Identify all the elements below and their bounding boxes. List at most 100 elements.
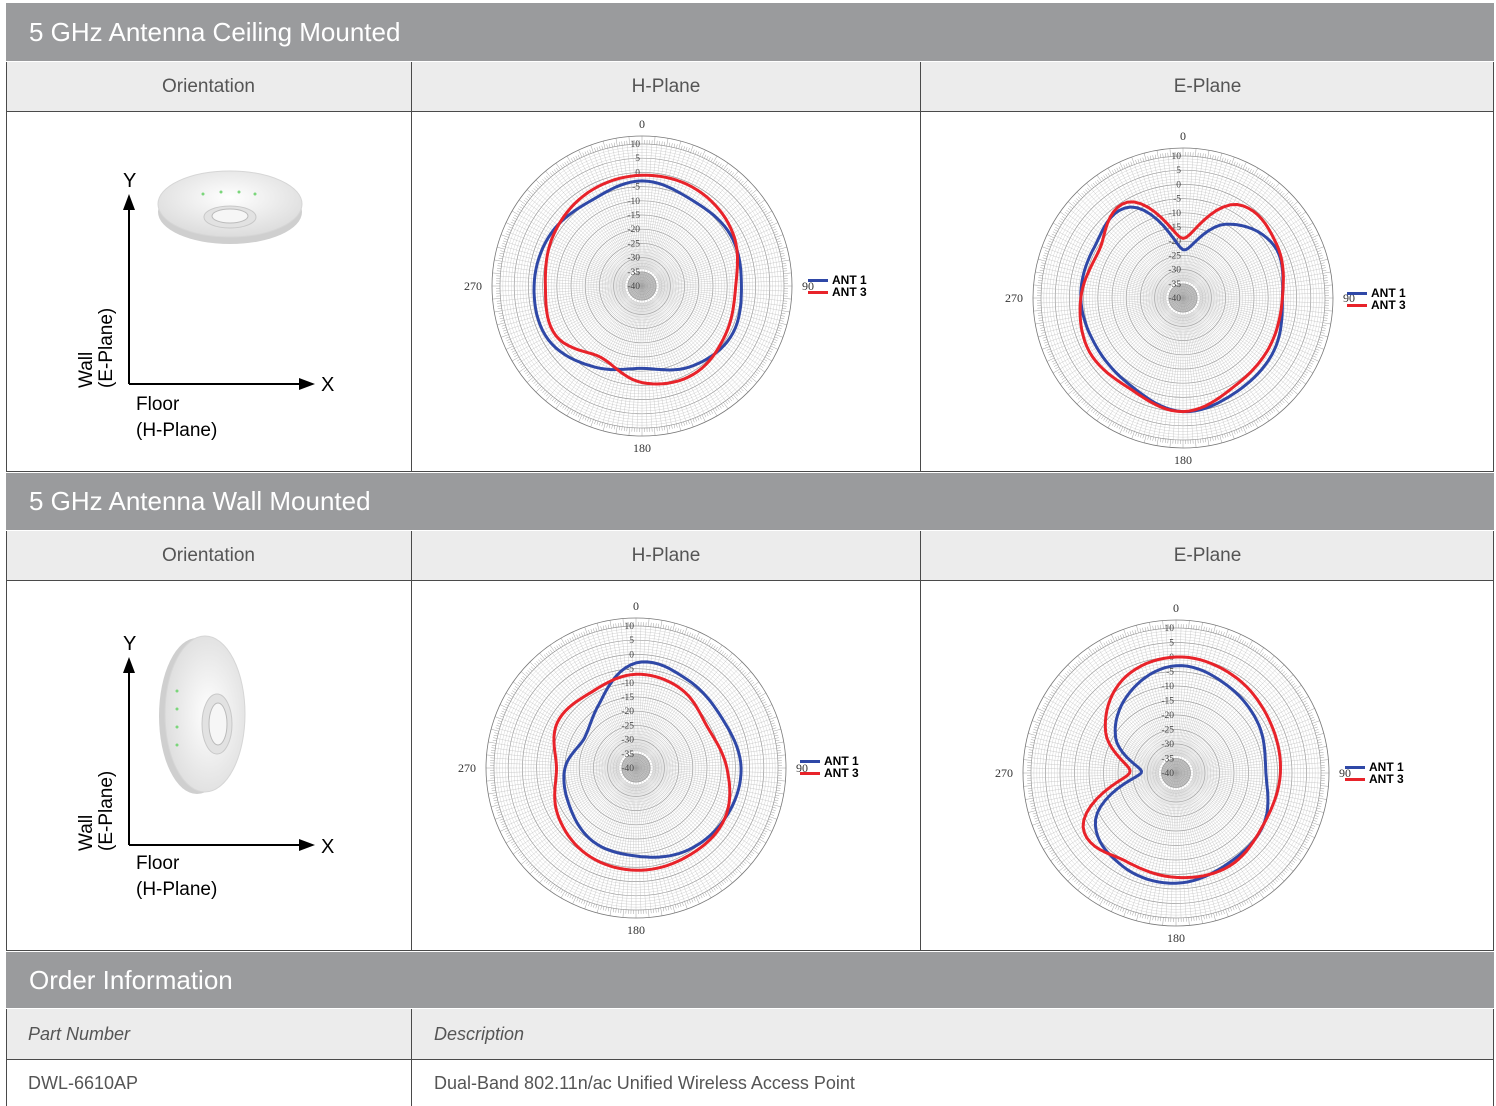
polar-tick (1048, 847, 1052, 850)
polar-spoke (641, 285, 782, 311)
polar-spoke (642, 638, 694, 753)
series-line-ant3 (543, 173, 739, 386)
polar-spoke (1192, 718, 1311, 767)
polar-spoke (1041, 299, 1167, 309)
polar-spoke (1074, 297, 1184, 390)
polar-spoke (641, 162, 714, 287)
polar-spoke (607, 302, 639, 424)
polar-tick (661, 426, 663, 431)
polar-tick (672, 905, 676, 913)
polar-spoke (1086, 658, 1166, 760)
polar-spoke (648, 156, 700, 271)
polar-tick (549, 172, 553, 176)
polar-tick (1318, 800, 1323, 802)
polar-spoke (1140, 632, 1172, 757)
polar-tick (674, 627, 677, 632)
polar-spoke (1184, 314, 1199, 440)
polar-spoke (502, 285, 643, 311)
polar-tick (1225, 909, 1229, 917)
polar-tick (1230, 634, 1233, 639)
polar-spoke (1177, 628, 1187, 756)
polar-tick (661, 141, 663, 146)
polar-tick (1050, 851, 1055, 855)
polar-tick (1162, 620, 1164, 629)
polar-ring-label: -40 (1161, 769, 1174, 779)
polar-tick (1232, 906, 1235, 911)
polar-tick (1040, 327, 1045, 329)
polar-spoke (1192, 779, 1311, 828)
polar-tick (757, 840, 762, 844)
polar-tick (706, 155, 709, 160)
polar-tick (545, 170, 551, 178)
polar-tick (1286, 394, 1290, 398)
polar-tick (768, 818, 773, 821)
polar-spoke (1193, 185, 1271, 285)
polar-tick (1319, 752, 1324, 754)
polar-spoke (644, 647, 712, 754)
polar-tick (569, 894, 572, 899)
polar-tick (671, 424, 673, 429)
grid-line (6, 531, 7, 951)
polar-spoke (1103, 312, 1174, 416)
polar-spoke (1031, 767, 1159, 773)
polar-tick (758, 692, 767, 698)
polar-tick (692, 149, 695, 154)
polar-spoke (1175, 772, 1270, 885)
polar-tick (1058, 862, 1062, 865)
polar-spoke (652, 723, 772, 763)
polar-tick (560, 642, 564, 647)
polar-spoke (558, 299, 633, 401)
polar-ring-label: 0 (629, 650, 634, 660)
polar-tick (1311, 824, 1316, 827)
polar-spoke (656, 295, 760, 366)
polar-spoke (498, 733, 620, 765)
polar-tick (1301, 845, 1309, 850)
polar-tick (1320, 759, 1329, 761)
polar-tick (1255, 172, 1259, 177)
polar-spoke (1187, 665, 1274, 761)
polar-tick (743, 861, 747, 864)
polar-spoke (582, 636, 630, 753)
polar-spoke (1189, 313, 1241, 428)
polar-spoke (611, 767, 637, 908)
polar-spoke (1193, 762, 1321, 772)
polar-tick (776, 329, 781, 332)
polar-tick (533, 380, 537, 384)
polar-spoke (518, 777, 622, 848)
polar-tick (542, 389, 546, 393)
polar-tick (499, 715, 504, 718)
polar-tick (682, 902, 684, 907)
polar-tick (531, 379, 535, 382)
polar-tick (1254, 894, 1258, 899)
polar-tick (1316, 810, 1324, 813)
polar-tick (1147, 435, 1149, 440)
polar-tick (739, 668, 743, 672)
polar-spoke (641, 632, 681, 752)
polar-spoke (1047, 781, 1161, 842)
polar-tick (742, 386, 749, 393)
polar-tick (508, 343, 513, 346)
polar-tick (573, 156, 576, 161)
polar-tick (1042, 336, 1047, 339)
polar-tick (1308, 229, 1313, 232)
polar-tick (1066, 209, 1070, 213)
polar-spoke (643, 302, 653, 428)
polar-tick (1303, 702, 1308, 706)
polar-tick (594, 147, 596, 152)
polar-tick (702, 893, 705, 898)
grid-line (6, 1009, 7, 1106)
polar-spoke (1170, 790, 1176, 918)
polar-spoke (1183, 315, 1189, 440)
polar-spoke (558, 171, 633, 273)
polar-spoke (527, 295, 629, 370)
polar-tick (1265, 655, 1268, 659)
polar-spoke (1195, 202, 1289, 287)
polar-tick (1074, 200, 1078, 204)
polar-tick (584, 626, 588, 635)
polar-spoke (1172, 156, 1182, 282)
polar-spoke (635, 696, 760, 769)
polar-spoke (1184, 156, 1199, 282)
polar-spoke (1043, 713, 1161, 767)
polar-tick (1105, 641, 1109, 646)
polar-tick (1092, 893, 1096, 897)
